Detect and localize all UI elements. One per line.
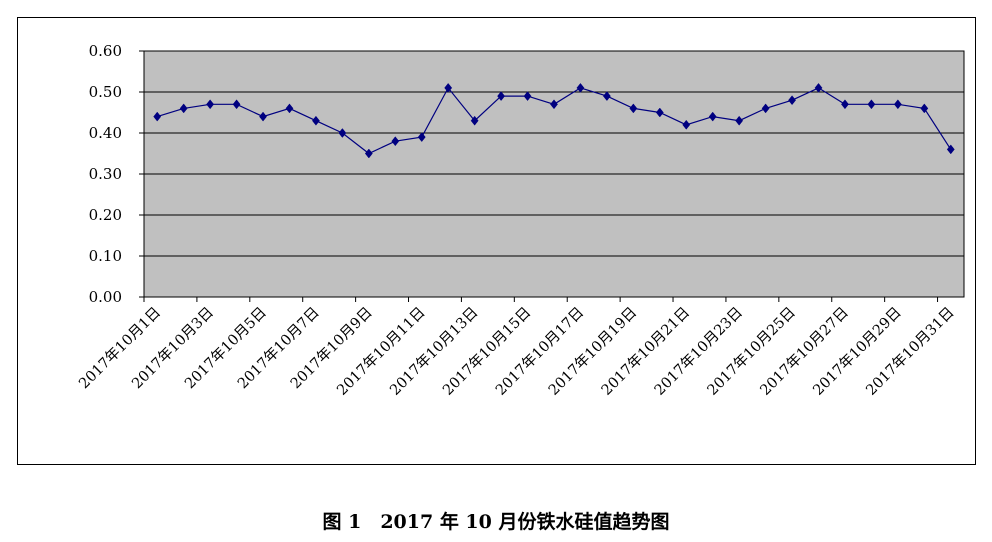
- data-point-marker: [206, 99, 215, 110]
- data-point-marker: [153, 111, 162, 122]
- y-tick-label: 0.00: [89, 288, 122, 306]
- y-tick-label: 0.30: [89, 165, 122, 183]
- data-point-marker: [391, 136, 400, 147]
- data-point-marker: [735, 115, 744, 126]
- data-point-marker: [946, 144, 955, 155]
- x-tick-label: 2017年10月21日: [598, 304, 693, 399]
- y-tick-label: 0.40: [89, 124, 122, 142]
- figure-caption: 图 1 2017 年 10 月份铁水硅值趋势图: [322, 511, 670, 533]
- data-point-marker: [338, 128, 347, 138]
- data-point-marker: [550, 99, 558, 110]
- data-point-marker: [444, 82, 453, 93]
- grid-lines: [139, 50, 964, 298]
- x-tick-labels: 2017年10月1日2017年10月3日2017年10月5日2017年10月7日…: [76, 304, 958, 399]
- data-point-marker: [841, 99, 849, 110]
- data-point-marker: [259, 111, 267, 122]
- data-point-marker: [814, 82, 823, 93]
- x-tick-label: 2017年10月29日: [810, 304, 905, 399]
- data-point-marker: [312, 115, 320, 126]
- data-point-marker: [893, 99, 902, 110]
- y-tick-labels: 0.00 0.10 0.20 0.30 0.40 0.50 0.60: [89, 42, 122, 306]
- data-point-marker: [920, 103, 929, 114]
- x-tick-label: 2017年10月15日: [439, 304, 534, 399]
- x-tick-label: 2017年10月13日: [387, 304, 482, 399]
- x-tick-label: 2017年10月31日: [863, 304, 958, 399]
- data-point-marker: [602, 91, 611, 102]
- x-tick-label: 2017年10月11日: [334, 304, 429, 399]
- data-point-marker: [682, 119, 691, 130]
- data-point-marker: [364, 148, 373, 159]
- data-point-marker: [232, 99, 241, 110]
- axes: [143, 297, 939, 302]
- data-point-marker: [285, 103, 294, 114]
- data-point-marker: [629, 103, 638, 114]
- chart-frame: [17, 17, 976, 465]
- data-point-marker: [523, 91, 532, 102]
- data-point-marker: [497, 91, 506, 102]
- y-tick-label: 0.10: [89, 247, 122, 265]
- data-point-marker: [576, 82, 585, 93]
- y-tick-label: 0.60: [89, 42, 122, 60]
- data-point-marker: [788, 95, 796, 106]
- y-tick-label: 0.20: [89, 206, 122, 224]
- x-tick-label: 2017年10月27日: [757, 304, 852, 399]
- series-silicon: [153, 82, 955, 159]
- data-point-marker: [761, 103, 770, 114]
- data-point-marker: [708, 111, 717, 122]
- data-point-marker: [867, 99, 876, 110]
- x-tick-label: 2017年10月17日: [492, 304, 587, 399]
- data-point-marker: [470, 115, 479, 126]
- data-point-marker: [417, 132, 426, 143]
- data-point-marker: [655, 107, 664, 118]
- data-point-marker: [179, 103, 188, 114]
- y-tick-label: 0.50: [89, 83, 122, 101]
- x-tick-label: 2017年10月19日: [545, 304, 640, 399]
- x-tick-label: 2017年10月23日: [651, 304, 746, 399]
- x-tick-label: 2017年10月25日: [704, 304, 799, 399]
